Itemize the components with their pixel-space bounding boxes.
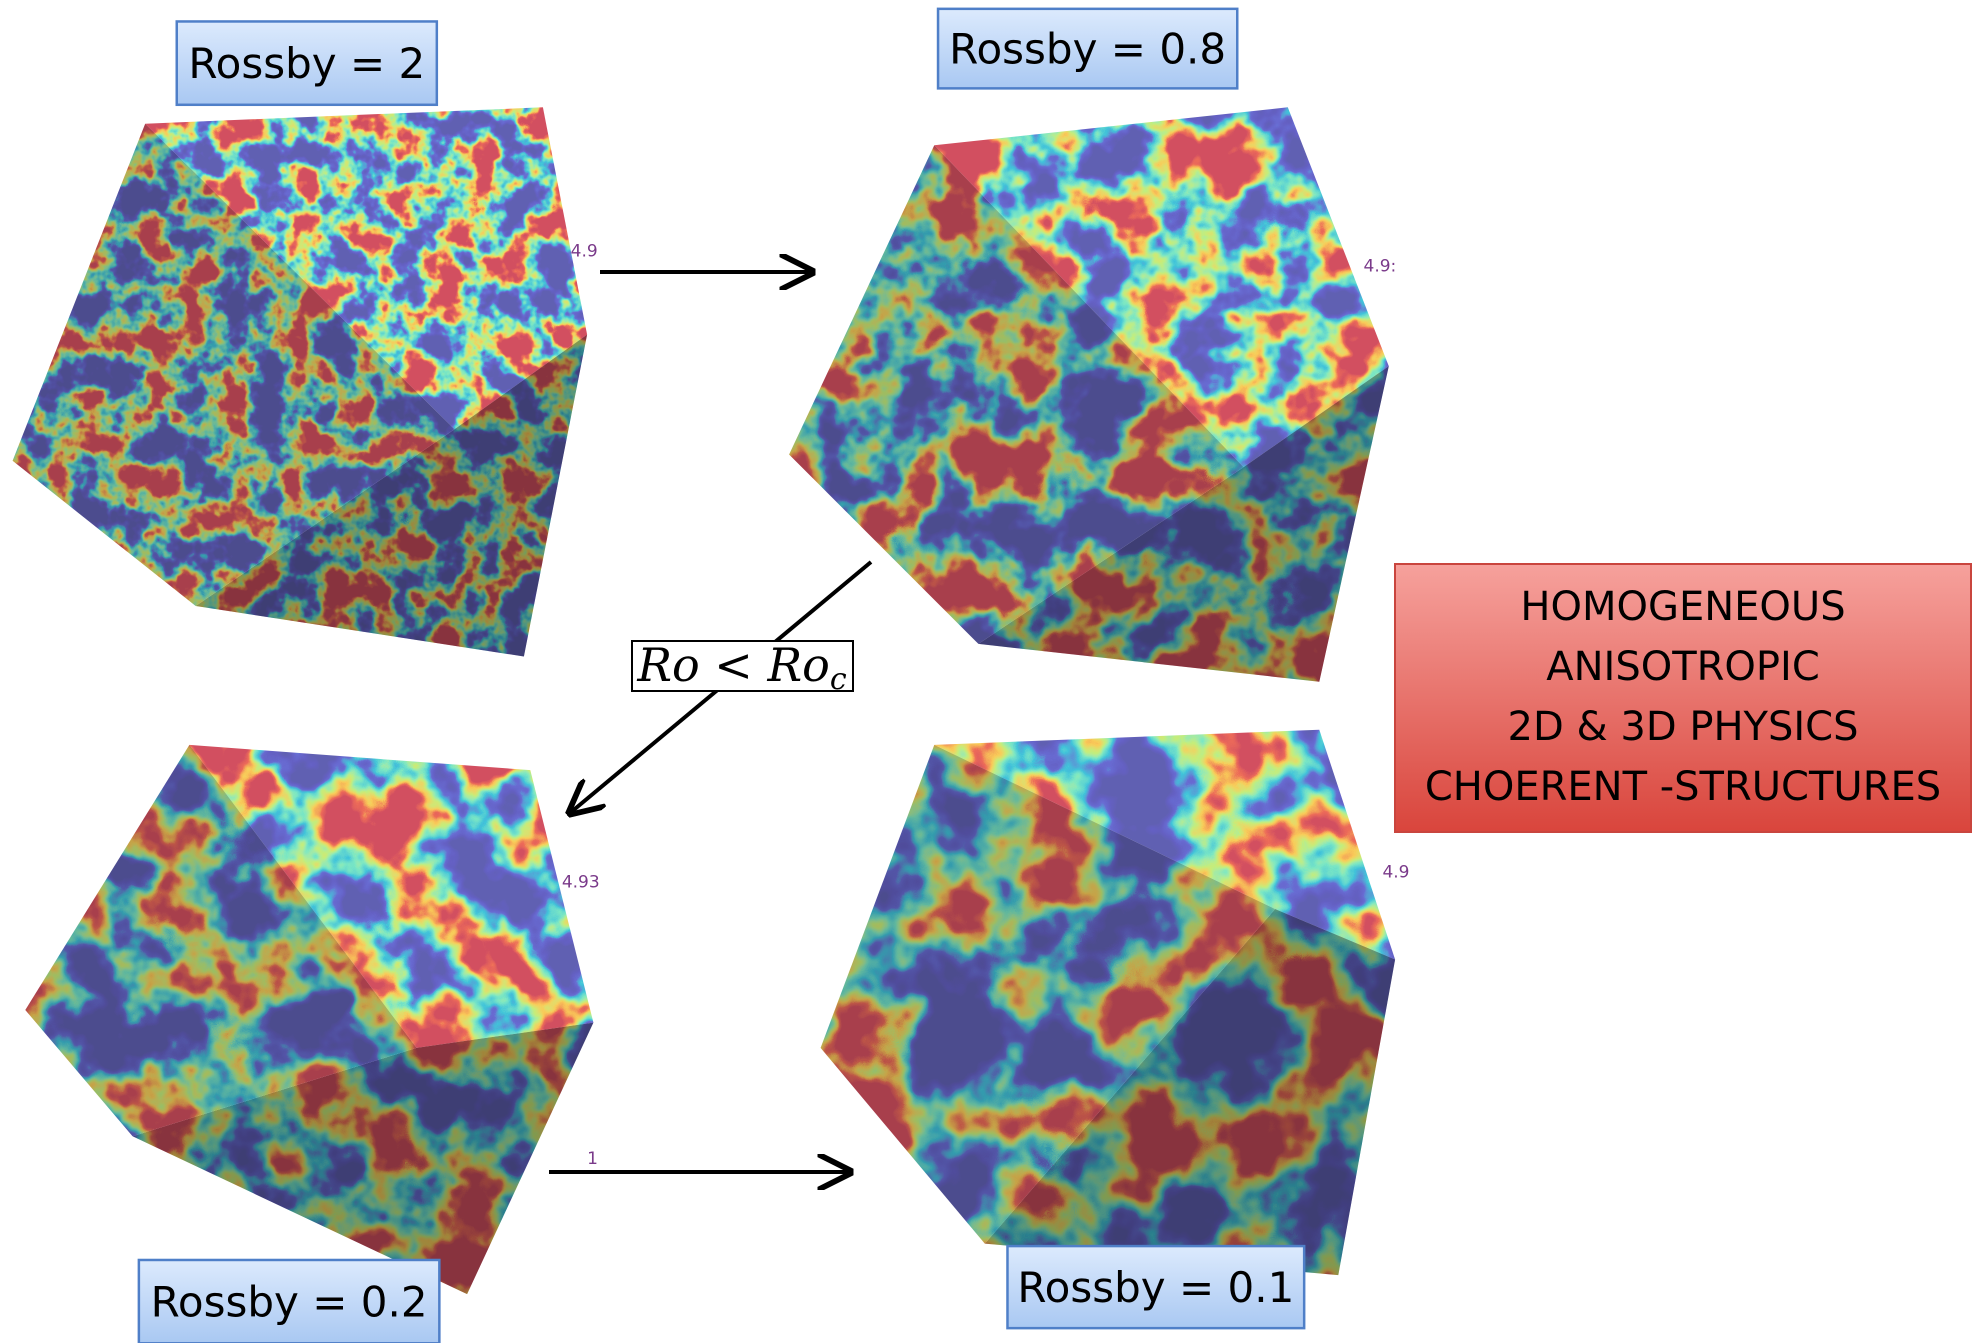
panel-label: Rossby = 0.8	[949, 25, 1226, 74]
figure: 4.9 4.9: 4.93 1 4.9 Ro < Roc HOMOGENEOUS ANIS…	[0, 0, 1977, 1343]
cube	[821, 730, 1396, 1275]
summary-line: HOMOGENEOUS	[1520, 584, 1845, 630]
scale-label: 4.9	[571, 241, 598, 261]
summary-line: ANISOTROPIC	[1546, 644, 1820, 690]
equation-subscript: c	[830, 662, 847, 697]
cube	[789, 107, 1389, 682]
panel-label: Rossby = 0.2	[151, 1278, 428, 1327]
cube	[25, 745, 593, 1294]
scale-label: 4.93	[562, 873, 600, 893]
scale-label: 4.9:	[1364, 256, 1397, 276]
panel-label: Rossby = 0.1	[1017, 1263, 1294, 1312]
summary-line: CHOERENT -STRUCTURES	[1425, 764, 1941, 810]
equation-main: Ro < Ro	[636, 638, 829, 692]
equation: Ro < Roc	[636, 638, 846, 697]
cube	[13, 107, 588, 656]
scale-label: 1	[587, 1149, 598, 1169]
panel-label: Rossby = 2	[188, 39, 425, 88]
summary-line: 2D & 3D PHYSICS	[1508, 704, 1859, 750]
scale-label: 4.9	[1382, 862, 1409, 882]
